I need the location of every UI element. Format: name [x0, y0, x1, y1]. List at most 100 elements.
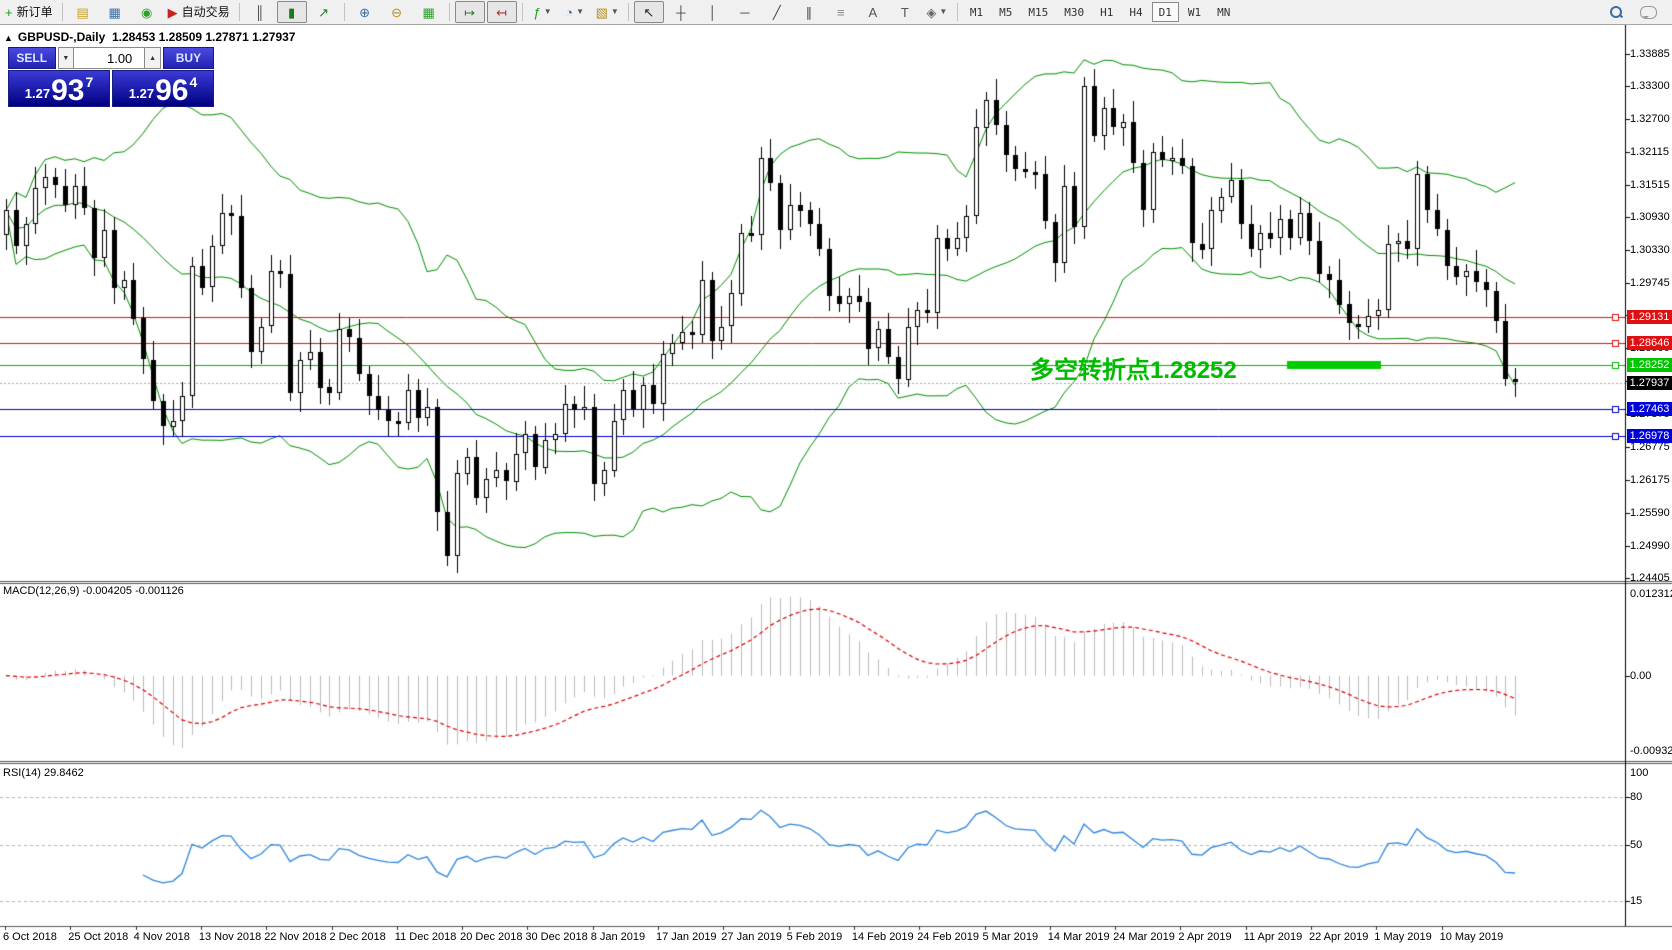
new-order-button-label: 新订单: [16, 5, 53, 19]
chat-button[interactable]: [1633, 1, 1663, 23]
macd-axis-zero: 0.00: [1630, 669, 1652, 682]
toolbar-separator: [956, 3, 958, 21]
one-click-trade-panel: SELL ▼ 1.00 ▲ BUY 1.27 93 7 1.27 96 4: [8, 47, 214, 107]
collapse-icon[interactable]: ▲: [4, 33, 13, 43]
price-axis-tick: 1.26775: [1630, 440, 1670, 453]
chart-shift-icon: ↤: [496, 4, 508, 20]
current-price-line-badge: 1.27937: [1627, 375, 1672, 390]
indicators-button[interactable]: ƒ ▼: [528, 1, 558, 23]
zoom-out-icon: ⊖: [391, 4, 403, 20]
price-axis-tick: 1.30930: [1630, 211, 1670, 224]
sell-button[interactable]: SELL: [8, 47, 56, 69]
date-axis-label: 27 Jan 2019: [721, 931, 782, 943]
chevron-down-icon[interactable]: ▼: [610, 7, 619, 16]
price-axis-tick: 1.32115: [1630, 145, 1669, 158]
timeframe-d1[interactable]: D1: [1151, 2, 1179, 22]
fibonacci-icon: ≡: [837, 4, 845, 20]
channel-button[interactable]: ∥: [794, 1, 824, 23]
shapes-button[interactable]: ◈ ▼: [922, 1, 952, 23]
date-axis-label: 4 Nov 2018: [133, 931, 190, 943]
trendline-button[interactable]: ╱: [762, 1, 792, 23]
date-axis-label: 5 Mar 2019: [982, 931, 1039, 943]
horizontal-line-button[interactable]: ─: [730, 1, 760, 23]
resistance-line-2-badge: 1.28646: [1627, 336, 1672, 351]
autoscroll-button[interactable]: ↦: [454, 1, 485, 23]
price-axis-tick: 1.24405: [1630, 572, 1670, 585]
periods-icon: ◔: [565, 4, 574, 20]
line-chart-button[interactable]: ↗: [309, 1, 339, 23]
vertical-line-button[interactable]: │: [698, 1, 728, 23]
date-axis-label: 20 Dec 2018: [460, 931, 523, 943]
macd-axis-max: 0.012312: [1630, 588, 1672, 600]
signals-icon[interactable]: ◉: [132, 1, 162, 23]
timeframe-w1[interactable]: W1: [1187, 5, 1202, 19]
timeframe-mn[interactable]: MN: [1217, 5, 1231, 19]
sell-price-panel[interactable]: 1.27 93 7: [8, 70, 110, 107]
autotrading-button[interactable]: ▶ 自动交易: [164, 1, 234, 23]
date-axis-label: 6 Oct 2018: [3, 931, 57, 943]
rsi-axis-tick: 15: [1630, 895, 1643, 907]
date-axis-label: 1 May 2019: [1374, 931, 1432, 943]
line-chart-icon: ↗: [318, 4, 330, 20]
templates-button[interactable]: ▧ ▼: [592, 1, 623, 23]
chevron-down-icon[interactable]: ▼: [939, 7, 948, 16]
chevron-down-icon[interactable]: ▼: [543, 7, 552, 16]
bar-chart-button[interactable]: ║: [245, 1, 275, 23]
date-axis-label: 13 Nov 2018: [198, 931, 262, 943]
cursor-icon: ↖: [643, 4, 655, 20]
search-button[interactable]: [1601, 1, 1631, 23]
indicators-icon: ƒ: [533, 4, 541, 20]
date-axis-label: 22 Apr 2019: [1309, 931, 1369, 943]
timeframe-m30[interactable]: M30: [1064, 5, 1085, 19]
support-line-2-badge: 1.26978: [1627, 428, 1672, 443]
price-axis-tick: 1.32700: [1630, 113, 1670, 126]
fibonacci-button[interactable]: ≡: [826, 1, 856, 23]
rsi-axis-tick: 80: [1630, 791, 1643, 803]
buy-button[interactable]: BUY: [162, 47, 214, 69]
text-icon: A: [868, 4, 878, 20]
timeframe-m1[interactable]: M1: [969, 5, 984, 19]
timeframe-h1[interactable]: H1: [1100, 5, 1114, 19]
pivot-annotation-text: 多空转折点1.28252: [1030, 357, 1237, 384]
buy-price-small: 1.27: [128, 86, 155, 101]
date-axis-label: 24 Feb 2019: [917, 931, 979, 943]
cursor-button[interactable]: ↖: [633, 1, 664, 23]
resistance-line-1-badge: 1.29131: [1627, 309, 1672, 324]
timeframe-m5[interactable]: M5: [999, 5, 1013, 19]
crosshair-button[interactable]: ┼: [666, 1, 696, 23]
date-axis-label: 11 Dec 2018: [394, 931, 457, 943]
search-icon: [1609, 5, 1623, 19]
date-axis-label: 11 Apr 2019: [1243, 931, 1303, 943]
horizontal-line-icon: ─: [740, 4, 750, 20]
periods-button[interactable]: ◔ ▼: [560, 1, 590, 23]
zoom-in-button[interactable]: ⊕: [350, 1, 380, 23]
sell-price-sup: 7: [85, 74, 94, 90]
date-axis-label: 14 Feb 2019: [851, 931, 914, 943]
volume-increase-button[interactable]: ▲: [144, 47, 161, 69]
zoom-out-button[interactable]: ⊖: [382, 1, 412, 23]
volume-input[interactable]: 1.00: [74, 47, 145, 69]
chart-shift-button[interactable]: ↤: [486, 1, 517, 23]
text-button[interactable]: A: [858, 1, 888, 23]
date-axis-label: 5 Feb 2019: [786, 931, 843, 943]
channel-icon: ∥: [805, 4, 813, 20]
buy-price-panel[interactable]: 1.27 96 4: [112, 70, 214, 107]
timeframe-m15[interactable]: M15: [1028, 5, 1049, 19]
timeframe-h4[interactable]: H4: [1129, 5, 1143, 19]
toolbar-separator: [238, 3, 240, 21]
volume-decrease-button[interactable]: ▼: [57, 47, 75, 69]
candlestick-button[interactable]: ▮: [276, 1, 307, 23]
new-order-button[interactable]: + 新订单: [1, 1, 57, 23]
tile-windows-button[interactable]: ▦: [414, 1, 444, 23]
sell-price-small: 1.27: [24, 86, 51, 101]
text-label-button[interactable]: T: [890, 1, 920, 23]
price-axis-tick: 1.33300: [1630, 79, 1670, 92]
chevron-down-icon[interactable]: ▼: [576, 7, 585, 16]
vertical-line-icon: │: [708, 4, 717, 20]
macd-axis-min: -0.009328: [1630, 745, 1672, 757]
toolbar-separator: [448, 3, 450, 21]
chart-window-icon[interactable]: ▦: [100, 1, 130, 23]
market-watch-icon[interactable]: ▤: [68, 1, 98, 23]
